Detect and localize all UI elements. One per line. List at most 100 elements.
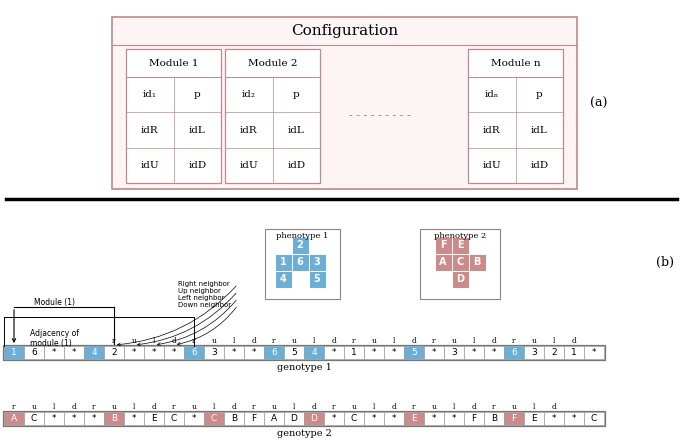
Bar [3,345,605,360]
Text: A: A [271,414,277,423]
Text: D: D [311,414,318,423]
Text: *: * [132,348,136,357]
Text: C: C [591,414,597,423]
Text: l: l [553,337,555,345]
Text: genotype 2: genotype 2 [277,429,331,438]
Text: 4: 4 [311,348,317,357]
Text: d: d [552,403,557,411]
Bar [275,253,292,270]
Text: *: * [572,414,576,423]
Bar [304,412,324,425]
Bar [184,346,204,359]
Text: Module (1): Module (1) [34,298,75,307]
Text: idU: idU [482,161,501,170]
Text: 3: 3 [531,348,537,357]
Text: 5: 5 [291,348,297,357]
Text: genotype 1: genotype 1 [277,363,331,371]
Text: d: d [171,337,176,345]
Text: *: * [192,414,196,423]
Text: u: u [352,403,357,411]
Text: B: B [473,257,481,267]
Text: E: E [151,414,157,423]
Text: *: * [52,414,56,423]
Bar [184,412,204,425]
Text: id₁: id₁ [143,90,157,99]
Bar [434,236,451,253]
Text: u: u [111,403,116,411]
Bar [484,346,504,359]
Text: D: D [290,414,297,423]
Text: p: p [293,90,300,99]
Text: idL: idL [189,126,206,135]
Text: idL: idL [288,126,305,135]
Bar [324,346,344,359]
Text: u: u [212,337,217,345]
Text: 2: 2 [296,240,303,250]
Bar [4,346,24,359]
Text: r: r [492,403,496,411]
Text: *: * [432,414,436,423]
Bar [464,346,484,359]
Text: (b): (b) [656,256,674,269]
Bar [292,253,309,270]
Bar [451,236,469,253]
Bar [244,346,264,359]
Bar [468,49,563,183]
Text: B: B [111,414,117,423]
Text: d: d [152,403,156,411]
Text: *: * [591,348,596,357]
Bar [584,346,604,359]
Text: d: d [331,337,337,345]
Text: u: u [132,337,137,345]
Text: l: l [53,403,55,411]
Text: *: * [552,414,556,423]
Text: 6: 6 [271,348,277,357]
Text: C: C [171,414,177,423]
Bar [564,346,584,359]
Text: Adjacency of
module (1): Adjacency of module (1) [30,329,79,348]
Bar [126,49,221,183]
Bar [84,412,104,425]
Text: *: * [472,348,476,357]
Text: F: F [440,240,446,250]
Text: idD: idD [189,161,206,170]
Text: l: l [533,403,535,411]
Text: d: d [412,337,417,345]
Text: phenotype 2: phenotype 2 [434,232,486,240]
Text: *: * [372,348,376,357]
Text: l: l [293,403,295,411]
Text: l: l [373,403,375,411]
Text: idD: idD [530,161,548,170]
Text: 6: 6 [191,348,197,357]
Bar [64,346,84,359]
Text: d: d [311,403,316,411]
Text: r: r [413,403,416,411]
Bar [364,412,384,425]
Text: F: F [471,414,477,423]
Text: *: * [92,414,96,423]
Text: 3: 3 [211,348,217,357]
Text: idR: idR [141,126,158,135]
Text: 1: 1 [351,348,357,357]
Text: Configuration: Configuration [291,24,398,38]
Text: B: B [231,414,237,423]
Bar [309,270,326,287]
Text: Left neighbor: Left neighbor [178,295,225,301]
Text: l: l [153,337,155,345]
Bar [504,412,524,425]
Text: F: F [512,414,516,423]
Text: F: F [251,414,257,423]
Text: C: C [211,414,217,423]
Text: u: u [531,337,536,345]
Bar [464,412,484,425]
Bar [504,346,524,359]
Text: r: r [12,403,16,411]
Bar [309,253,326,270]
Text: u: u [432,403,436,411]
Bar [484,412,504,425]
Bar [292,236,309,253]
Bar [64,412,84,425]
Bar [3,411,605,426]
Bar [434,253,451,270]
Bar [444,412,464,425]
